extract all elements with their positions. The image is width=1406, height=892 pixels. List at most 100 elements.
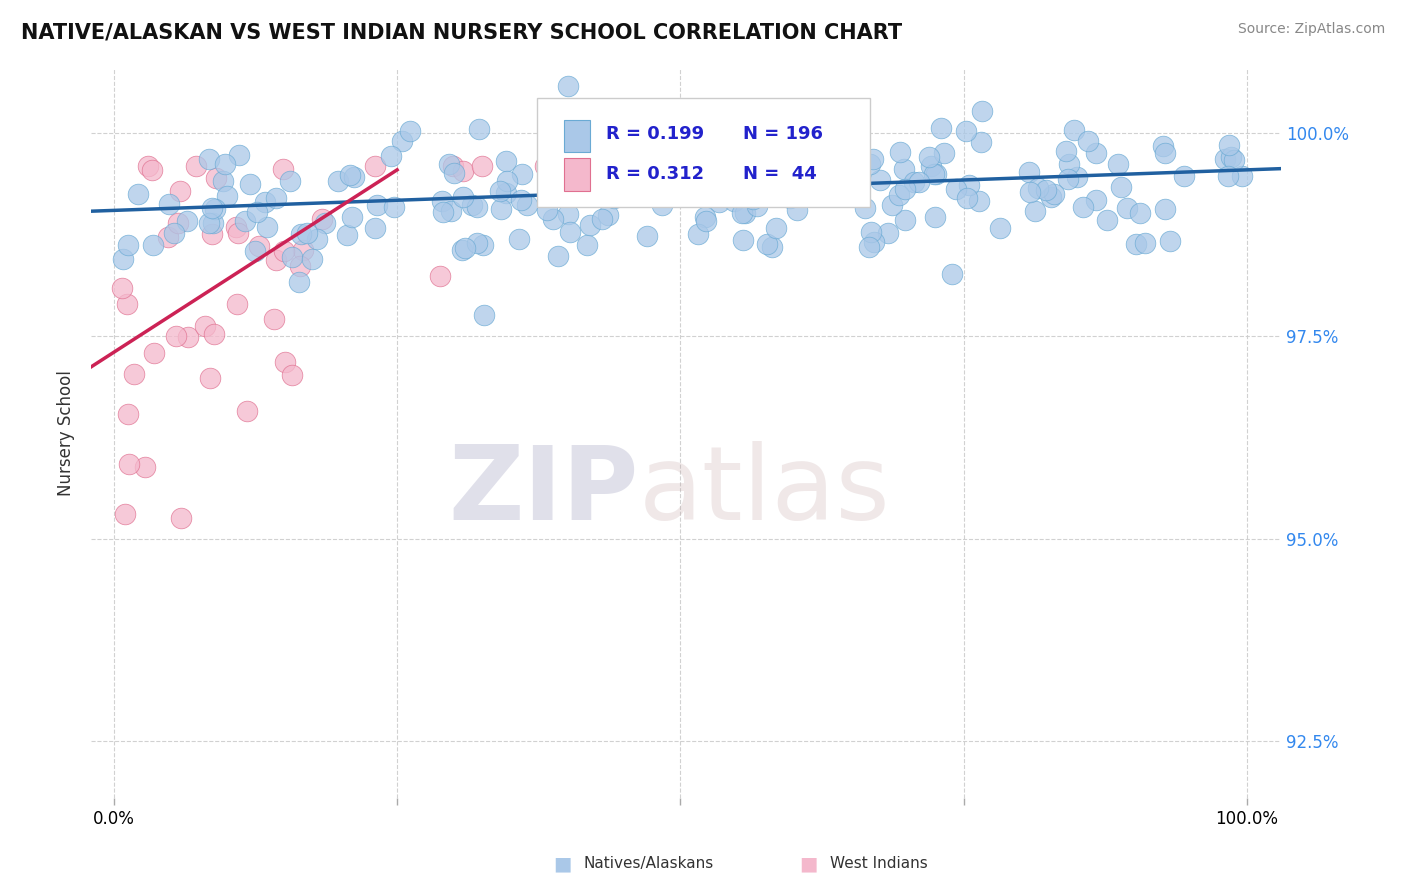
Point [468, 122, 491, 136]
Text: atlas: atlas [638, 442, 890, 542]
Point [561, 159, 583, 173]
Point [799, 178, 821, 193]
Point [1154, 202, 1177, 217]
Point [142, 346, 165, 360]
Point [593, 105, 616, 120]
Point [157, 230, 180, 244]
Point [311, 211, 333, 226]
Point [789, 187, 811, 202]
Point [797, 183, 820, 197]
Point [335, 227, 357, 242]
Point [264, 252, 287, 267]
Point [893, 213, 915, 227]
Point [430, 194, 453, 209]
Point [754, 187, 776, 202]
Point [825, 175, 848, 189]
Point [749, 157, 772, 171]
Point [509, 194, 531, 208]
Point [287, 275, 309, 289]
Point [157, 197, 180, 211]
Point [636, 228, 658, 243]
Point [988, 220, 1011, 235]
Point [730, 178, 752, 193]
Point [858, 240, 880, 254]
Point [742, 192, 765, 206]
Point [141, 238, 163, 252]
Point [292, 243, 315, 257]
Point [399, 124, 422, 138]
Point [307, 232, 329, 246]
Point [695, 214, 717, 228]
Point [451, 190, 474, 204]
Point [543, 212, 565, 227]
Point [1213, 153, 1236, 167]
Point [969, 135, 991, 149]
Point [920, 160, 942, 174]
Point [1230, 169, 1253, 183]
Point [198, 371, 221, 385]
Point [673, 173, 696, 187]
Point [278, 174, 301, 188]
Point [314, 216, 336, 230]
Point [588, 186, 610, 201]
Point [256, 220, 278, 235]
Point [488, 185, 510, 199]
Point [1109, 180, 1132, 194]
Text: R = 0.312: R = 0.312 [606, 165, 704, 184]
Point [686, 227, 709, 241]
Point [907, 175, 929, 189]
Point [924, 210, 946, 224]
Point [755, 237, 778, 252]
Point [1219, 150, 1241, 164]
Point [226, 297, 249, 311]
Point [956, 192, 979, 206]
Point [1040, 190, 1063, 204]
Point [1024, 204, 1046, 219]
Point [734, 205, 756, 219]
Point [451, 243, 474, 257]
Point [205, 171, 228, 186]
Point [665, 158, 688, 172]
Point [624, 135, 647, 149]
Point [889, 188, 911, 202]
Point [512, 167, 534, 181]
Point [1135, 235, 1157, 250]
Point [558, 177, 581, 191]
Point [290, 259, 312, 273]
Point [941, 267, 963, 281]
Point [342, 170, 364, 185]
Point [860, 225, 883, 239]
Point [263, 311, 285, 326]
Point [439, 156, 461, 170]
Point [460, 198, 482, 212]
Point [141, 162, 163, 177]
Point [536, 202, 558, 217]
Point [1057, 157, 1080, 171]
Point [707, 194, 730, 209]
Point [862, 152, 884, 166]
Point [495, 154, 517, 169]
Point [558, 225, 581, 239]
Point [547, 249, 569, 263]
Point [578, 218, 600, 232]
Point [707, 168, 730, 182]
Text: Natives/Alaskans: Natives/Alaskans [583, 856, 714, 871]
Point [1077, 134, 1099, 148]
Point [454, 241, 477, 255]
Point [441, 159, 464, 173]
Point [779, 191, 801, 205]
Point [761, 240, 783, 254]
Point [273, 355, 295, 369]
Point [198, 152, 221, 166]
Point [616, 172, 638, 186]
Point [723, 194, 745, 209]
Point [602, 191, 624, 205]
Point [1107, 157, 1129, 171]
Point [730, 106, 752, 120]
Point [239, 178, 262, 192]
Point [591, 211, 613, 226]
Y-axis label: Nursery School: Nursery School [58, 370, 75, 496]
Point [281, 368, 304, 383]
Point [253, 194, 276, 209]
Point [169, 184, 191, 198]
